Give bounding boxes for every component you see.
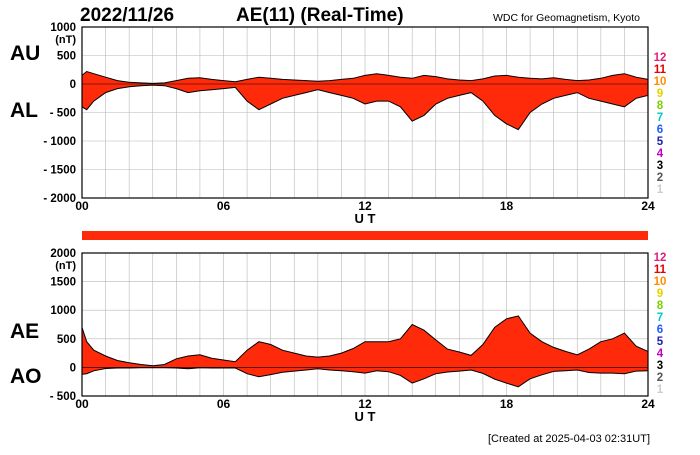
au-al-panel: 1000 500 0 - 500 - 1000 - 1500 - 2000 (nT) 00 06 1… [10,22,655,226]
series-fill-area [82,71,648,130]
y-tick-label: - 2000 [43,193,76,205]
x-tick-label: 12 [358,199,372,213]
y-tick-label: - 500 [50,391,76,403]
x-axis-label: U T [355,409,376,424]
date-title: 2022/11/26 [80,5,174,26]
y-tick-label: - 1500 [43,165,76,177]
x-tick-label: 06 [217,397,231,411]
series-ae-line [81,315,649,367]
station-count-label: 7 [657,312,663,324]
station-count-label: 4 [657,348,664,360]
ae-ao-panel: 2000 1500 1000 500 0 - 500 (nT) 00 06 12 18 24 U T AE… [10,248,655,424]
station-count-label: 1 [657,384,664,396]
series-label-ao: AO [10,365,42,388]
series-ao-line [81,367,649,388]
y-tick-label: 1500 [50,277,76,289]
x-tick-label: 00 [75,199,89,213]
grid [81,252,649,397]
x-axis-label: U T [355,211,376,226]
station-count-label: 9 [657,88,663,100]
x-tick-label: 12 [358,397,372,411]
y-tick-label: 1000 [50,22,76,34]
station-count-label: 3 [657,160,663,172]
station-count-label: 8 [657,100,664,112]
y-tick-label: 0 [70,362,76,374]
plot-frame [81,26,649,199]
series-label-al: AL [10,99,38,122]
y-tick-label: 1000 [50,305,76,317]
station-count-label: 8 [657,300,664,312]
index-title: AE(11) (Real-Time) [236,5,404,26]
x-tick-label: 18 [500,397,514,411]
station-count-label: 7 [657,112,663,124]
station-count-label: 2 [657,172,663,184]
series-fill-area [82,315,648,387]
x-tick-label: 06 [217,199,231,213]
x-tick-label: 24 [641,397,655,411]
station-count-label: 10 [654,276,667,288]
x-tick-label: 24 [641,199,655,213]
data-coverage-bar [82,231,648,240]
series-au-line [81,70,649,84]
y-tick-label: 2000 [50,248,76,260]
station-count-label: 3 [657,360,663,372]
y-tick-label: 500 [57,334,76,346]
series-label-ae: AE [10,320,39,343]
station-count-label: 4 [657,148,664,160]
station-count-label: 6 [657,124,663,136]
y-tick-label: 0 [70,79,76,91]
series-label-au: AU [10,42,40,65]
y-unit-label: (nT) [55,260,76,272]
grid [81,26,649,199]
y-tick-label: 500 [57,51,76,63]
station-count-label: 11 [654,264,667,276]
station-count-label: 1 [657,184,664,196]
y-tick-label: - 500 [50,108,76,120]
series-al-line [81,84,649,131]
station-count-label: 9 [657,288,663,300]
station-count-label: 11 [654,64,667,76]
y-tick-label: - 1000 [43,136,76,148]
station-count-label: 6 [657,324,663,336]
x-tick-label: 18 [500,199,514,213]
x-tick-label: 00 [75,397,89,411]
created-timestamp: [Created at 2025-04-03 02:31UT] [488,433,650,445]
station-count-label: 12 [654,52,667,64]
source-label: WDC for Geomagnetism, Kyoto [493,12,640,24]
station-count-label: 12 [654,252,667,264]
station-count-label: 5 [657,136,664,148]
station-count-label: 10 [654,76,667,88]
y-unit-label: (nT) [55,34,76,46]
plot-frame [81,252,649,397]
station-count-label: 5 [657,336,664,348]
station-count-label: 2 [657,372,663,384]
